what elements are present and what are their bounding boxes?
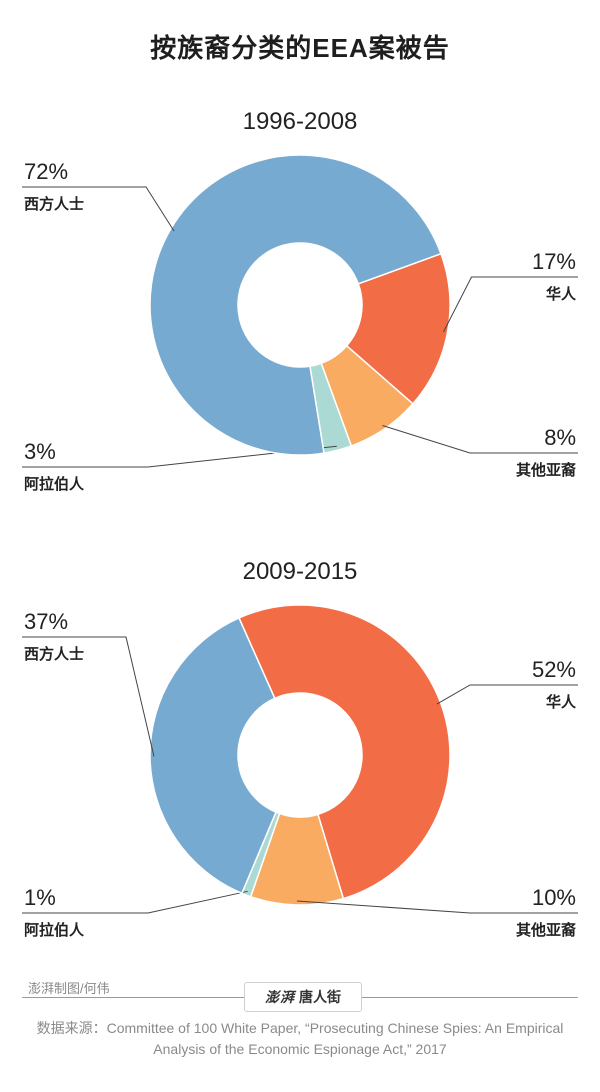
category-label: 华人 — [546, 285, 577, 303]
leader-line — [22, 186, 175, 232]
page-title: 按族裔分类的EEA案被告 — [150, 33, 450, 63]
slice-3 — [149, 154, 442, 456]
category-label: 西方人士 — [24, 195, 84, 213]
leader-line — [22, 890, 248, 914]
donut-chart-1996-2008: 1996-2008 17% 华人 8% 其他亚裔 3% 阿拉伯人 72% 西方人士 — [22, 108, 578, 493]
chart-subtitle: 1996-2008 — [243, 108, 358, 135]
leader-line — [382, 424, 578, 454]
leader-line — [443, 276, 578, 333]
category-label: 其他亚裔 — [516, 461, 576, 479]
logo-mark: 澎湃 — [265, 990, 295, 1006]
brand-logo: 澎湃 唐人街 — [244, 982, 362, 1012]
slice-3 — [149, 616, 277, 895]
percent-label: 10% — [532, 885, 576, 910]
chart-subtitle: 2009-2015 — [243, 558, 358, 585]
percent-label: 37% — [24, 609, 68, 634]
donut-chart-2009-2015: 2009-2015 52% 华人 10% 其他亚裔 1% 阿拉伯人 37% 西方人士 — [22, 558, 578, 939]
percent-label: 3% — [24, 439, 56, 464]
slice-0 — [345, 252, 451, 405]
category-label: 华人 — [546, 693, 577, 711]
percent-label: 72% — [24, 159, 68, 184]
logo-text: 唐人街 — [299, 989, 341, 1005]
percent-label: 8% — [544, 425, 576, 450]
category-label: 阿拉伯人 — [24, 921, 85, 939]
percent-label: 1% — [24, 885, 56, 910]
percent-label: 52% — [532, 657, 576, 682]
slice-0 — [237, 604, 451, 900]
category-label: 阿拉伯人 — [24, 475, 85, 493]
credit-text: 澎湃制图/何伟 — [28, 981, 110, 996]
percent-label: 17% — [532, 249, 576, 274]
leader-line — [22, 636, 155, 757]
leader-line — [296, 900, 578, 914]
source-note: 数据来源：Committee of 100 White Paper, “Pros… — [36, 1020, 564, 1057]
category-label: 西方人士 — [24, 645, 84, 663]
leader-line — [436, 684, 578, 705]
category-label: 其他亚裔 — [516, 921, 576, 939]
